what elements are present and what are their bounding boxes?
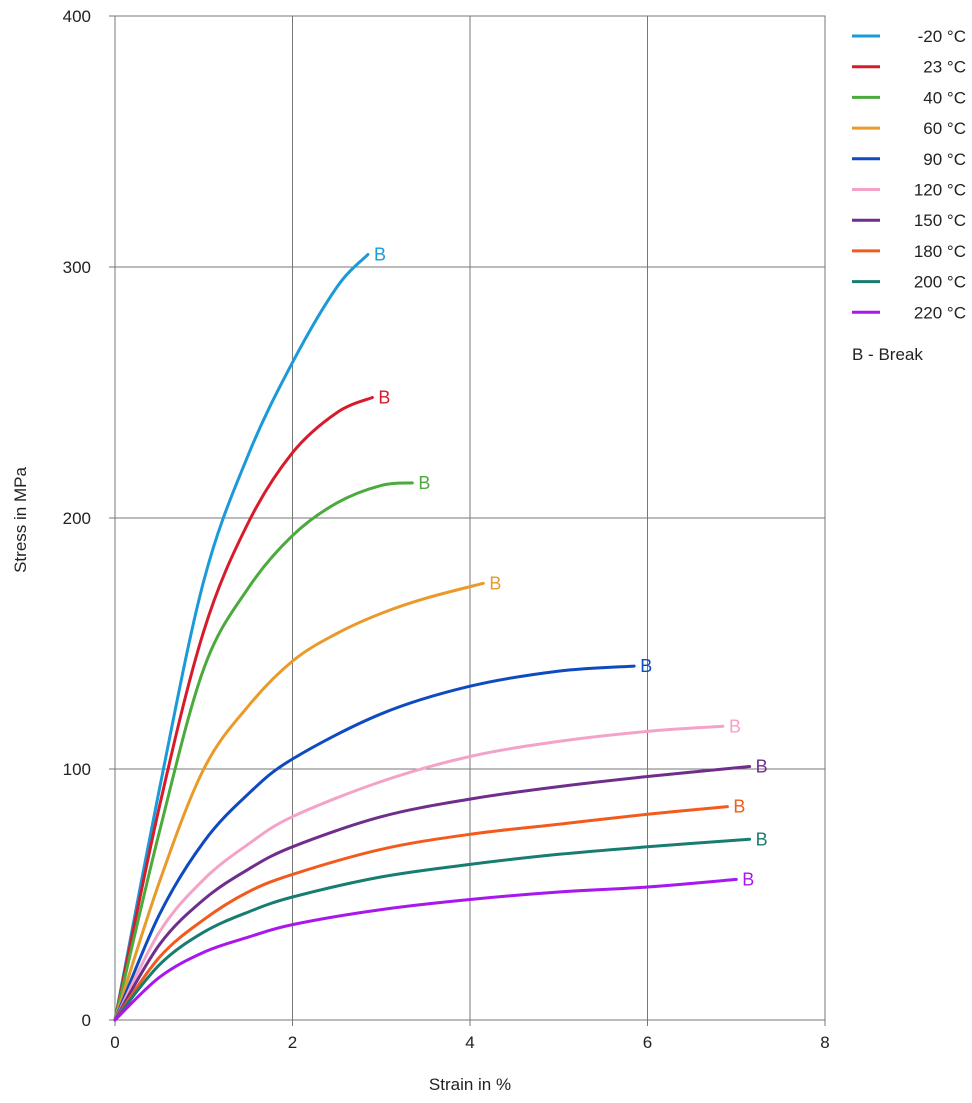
x-axis-title: Strain in % [429,1075,511,1094]
legend-label: 200 °C [914,273,966,292]
break-label: B [489,573,501,593]
series-line [113,765,752,1022]
break-label: B [374,244,386,264]
x-tick-label: 0 [110,1033,119,1052]
break-label: B [756,756,768,776]
break-label: B [378,388,390,408]
y-tick-label: 200 [63,509,91,528]
y-axis-title: Stress in MPa [11,467,30,573]
legend-label: 60 °C [923,119,966,138]
x-tick-label: 8 [820,1033,829,1052]
x-tick-label: 2 [288,1033,297,1052]
series-line [113,581,485,1022]
series-line [113,724,725,1022]
legend-label: 180 °C [914,242,966,261]
legend-label: 90 °C [923,150,966,169]
legend-label: 23 °C [923,58,966,77]
series-line [113,396,374,1022]
tick-layer: 0 2 4 6 8 0 100 200 300 400 [63,7,830,1052]
break-label: B [756,829,768,849]
x-tick-label: 6 [643,1033,652,1052]
break-label: B [640,656,652,676]
break-label: B [729,716,741,736]
legend: -20 °C 23 °C 40 °C 60 °C 90 °C 120 °C 150 °C 18… [852,27,966,322]
legend-label: -20 °C [918,27,966,46]
y-tick-label: 100 [63,760,91,779]
legend-label: 220 °C [914,303,966,322]
y-tick-label: 300 [63,258,91,277]
y-tick-label: 400 [63,7,91,26]
legend-label: 120 °C [914,181,966,200]
series-line [113,877,738,1022]
series-line [113,664,636,1022]
break-label: B [742,869,754,889]
y-tick-label: 0 [82,1011,91,1030]
break-label: B [733,797,745,817]
legend-label: 150 °C [914,211,966,230]
grid-layer [115,16,825,1020]
series-line [113,481,414,1022]
x-tick-label: 4 [465,1033,474,1052]
series-line [113,805,729,1022]
series-line [113,837,752,1022]
legend-label: 40 °C [923,88,966,107]
legend-note: B - Break [852,345,923,364]
series-line [113,253,370,1022]
break-label: B [418,473,430,493]
